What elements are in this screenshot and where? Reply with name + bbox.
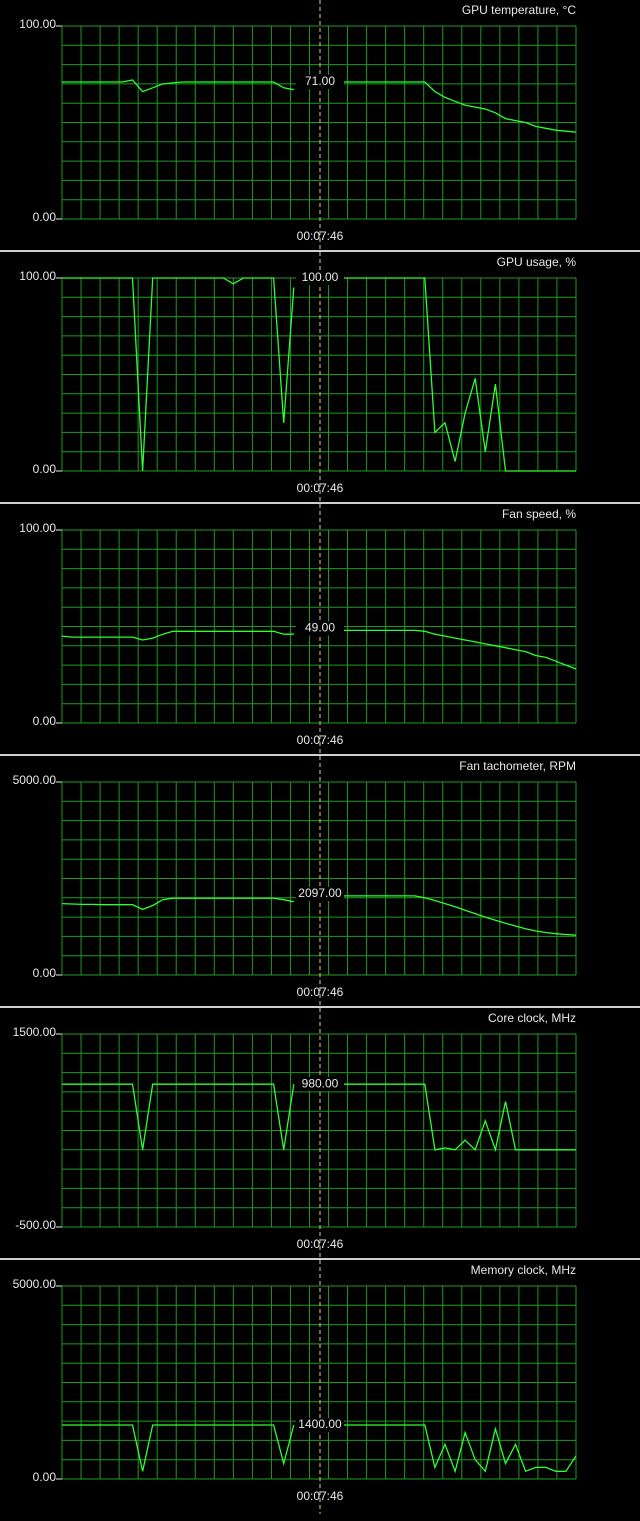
- chart-title: Fan tachometer, RPM: [459, 759, 576, 773]
- cursor-value-bg: [296, 887, 344, 902]
- y-tick-label: 0.00: [33, 1470, 57, 1484]
- cursor-value-label: 71.00: [305, 74, 335, 88]
- y-tick-label: 100.00: [19, 17, 56, 31]
- data-line: [61, 629, 577, 670]
- cursor-value-label: 2097.00: [298, 886, 342, 900]
- monitor-panel: -500.00 1500.00 Core clock, MHz 980.00 00:07…: [0, 1006, 640, 1262]
- cursor-value-bg: [296, 1077, 344, 1092]
- y-tick-label: 5000.00: [13, 773, 57, 787]
- data-line: [62, 1424, 577, 1474]
- y-tick-label: 100.00: [19, 521, 56, 535]
- chart-title: Core clock, MHz: [488, 1011, 576, 1025]
- y-tick-label: 0.00: [33, 966, 57, 980]
- y-tick-label: 100.00: [19, 269, 56, 283]
- chart-title: Memory clock, MHz: [471, 1263, 576, 1277]
- data-line: [62, 79, 577, 133]
- cursor-value-bg: [296, 621, 344, 636]
- cursor-value-bg: [296, 271, 344, 285]
- cursor-time: 00:07:46: [297, 229, 344, 243]
- chart-title: GPU usage, %: [497, 255, 577, 269]
- monitor-panel: 0.00 100.00 GPU usage, % 100.00 00:07:46: [0, 250, 640, 506]
- cursor-value-label: 1400.00: [298, 1417, 342, 1431]
- cursor-time: 00:07:46: [297, 1489, 344, 1503]
- panel-separator: [0, 502, 640, 504]
- cursor-value-label: 100.00: [302, 270, 339, 284]
- cursor-time: 00:07:46: [297, 985, 344, 999]
- data-line: [61, 895, 577, 936]
- panel-separator: [0, 250, 640, 252]
- cursor-value-bg: [296, 1417, 344, 1432]
- chart-title: Fan speed, %: [502, 507, 576, 521]
- monitor-panel: 0.00 5000.00 Fan tachometer, RPM 2097.00 00:…: [0, 754, 640, 1010]
- cursor-value-label: 980.00: [302, 1076, 339, 1090]
- y-tick-label: 0.00: [33, 210, 57, 224]
- cursor-time: 00:07:46: [297, 481, 344, 495]
- monitor-panel: 0.00 100.00 Fan speed, % 49.00 00:07:46: [0, 502, 640, 758]
- y-tick-label: 5000.00: [13, 1277, 57, 1291]
- cursor-time: 00:07:46: [297, 733, 344, 747]
- cursor-value-bg: [296, 74, 344, 89]
- panel-separator: [0, 754, 640, 756]
- cursor-time: 00:07:46: [297, 1237, 344, 1251]
- cursor-value-label: 49.00: [305, 621, 335, 635]
- monitor-panel: 0.00 100.00 GPU temperature, °C 71.00 00:07:…: [19, 0, 577, 254]
- monitor-panel: 0.00 5000.00 Memory clock, MHz 1400.00 00:07…: [0, 1258, 640, 1514]
- panel-separator: [0, 1006, 640, 1008]
- data-line: [62, 1083, 576, 1153]
- y-tick-label: 0.00: [33, 462, 57, 476]
- y-tick-label: 0.00: [33, 714, 57, 728]
- data-line: [62, 277, 576, 472]
- y-tick-label: 1500.00: [13, 1025, 57, 1039]
- chart-title: GPU temperature, °C: [462, 3, 577, 17]
- y-tick-label: -500.00: [15, 1218, 56, 1232]
- panel-separator: [0, 1258, 640, 1260]
